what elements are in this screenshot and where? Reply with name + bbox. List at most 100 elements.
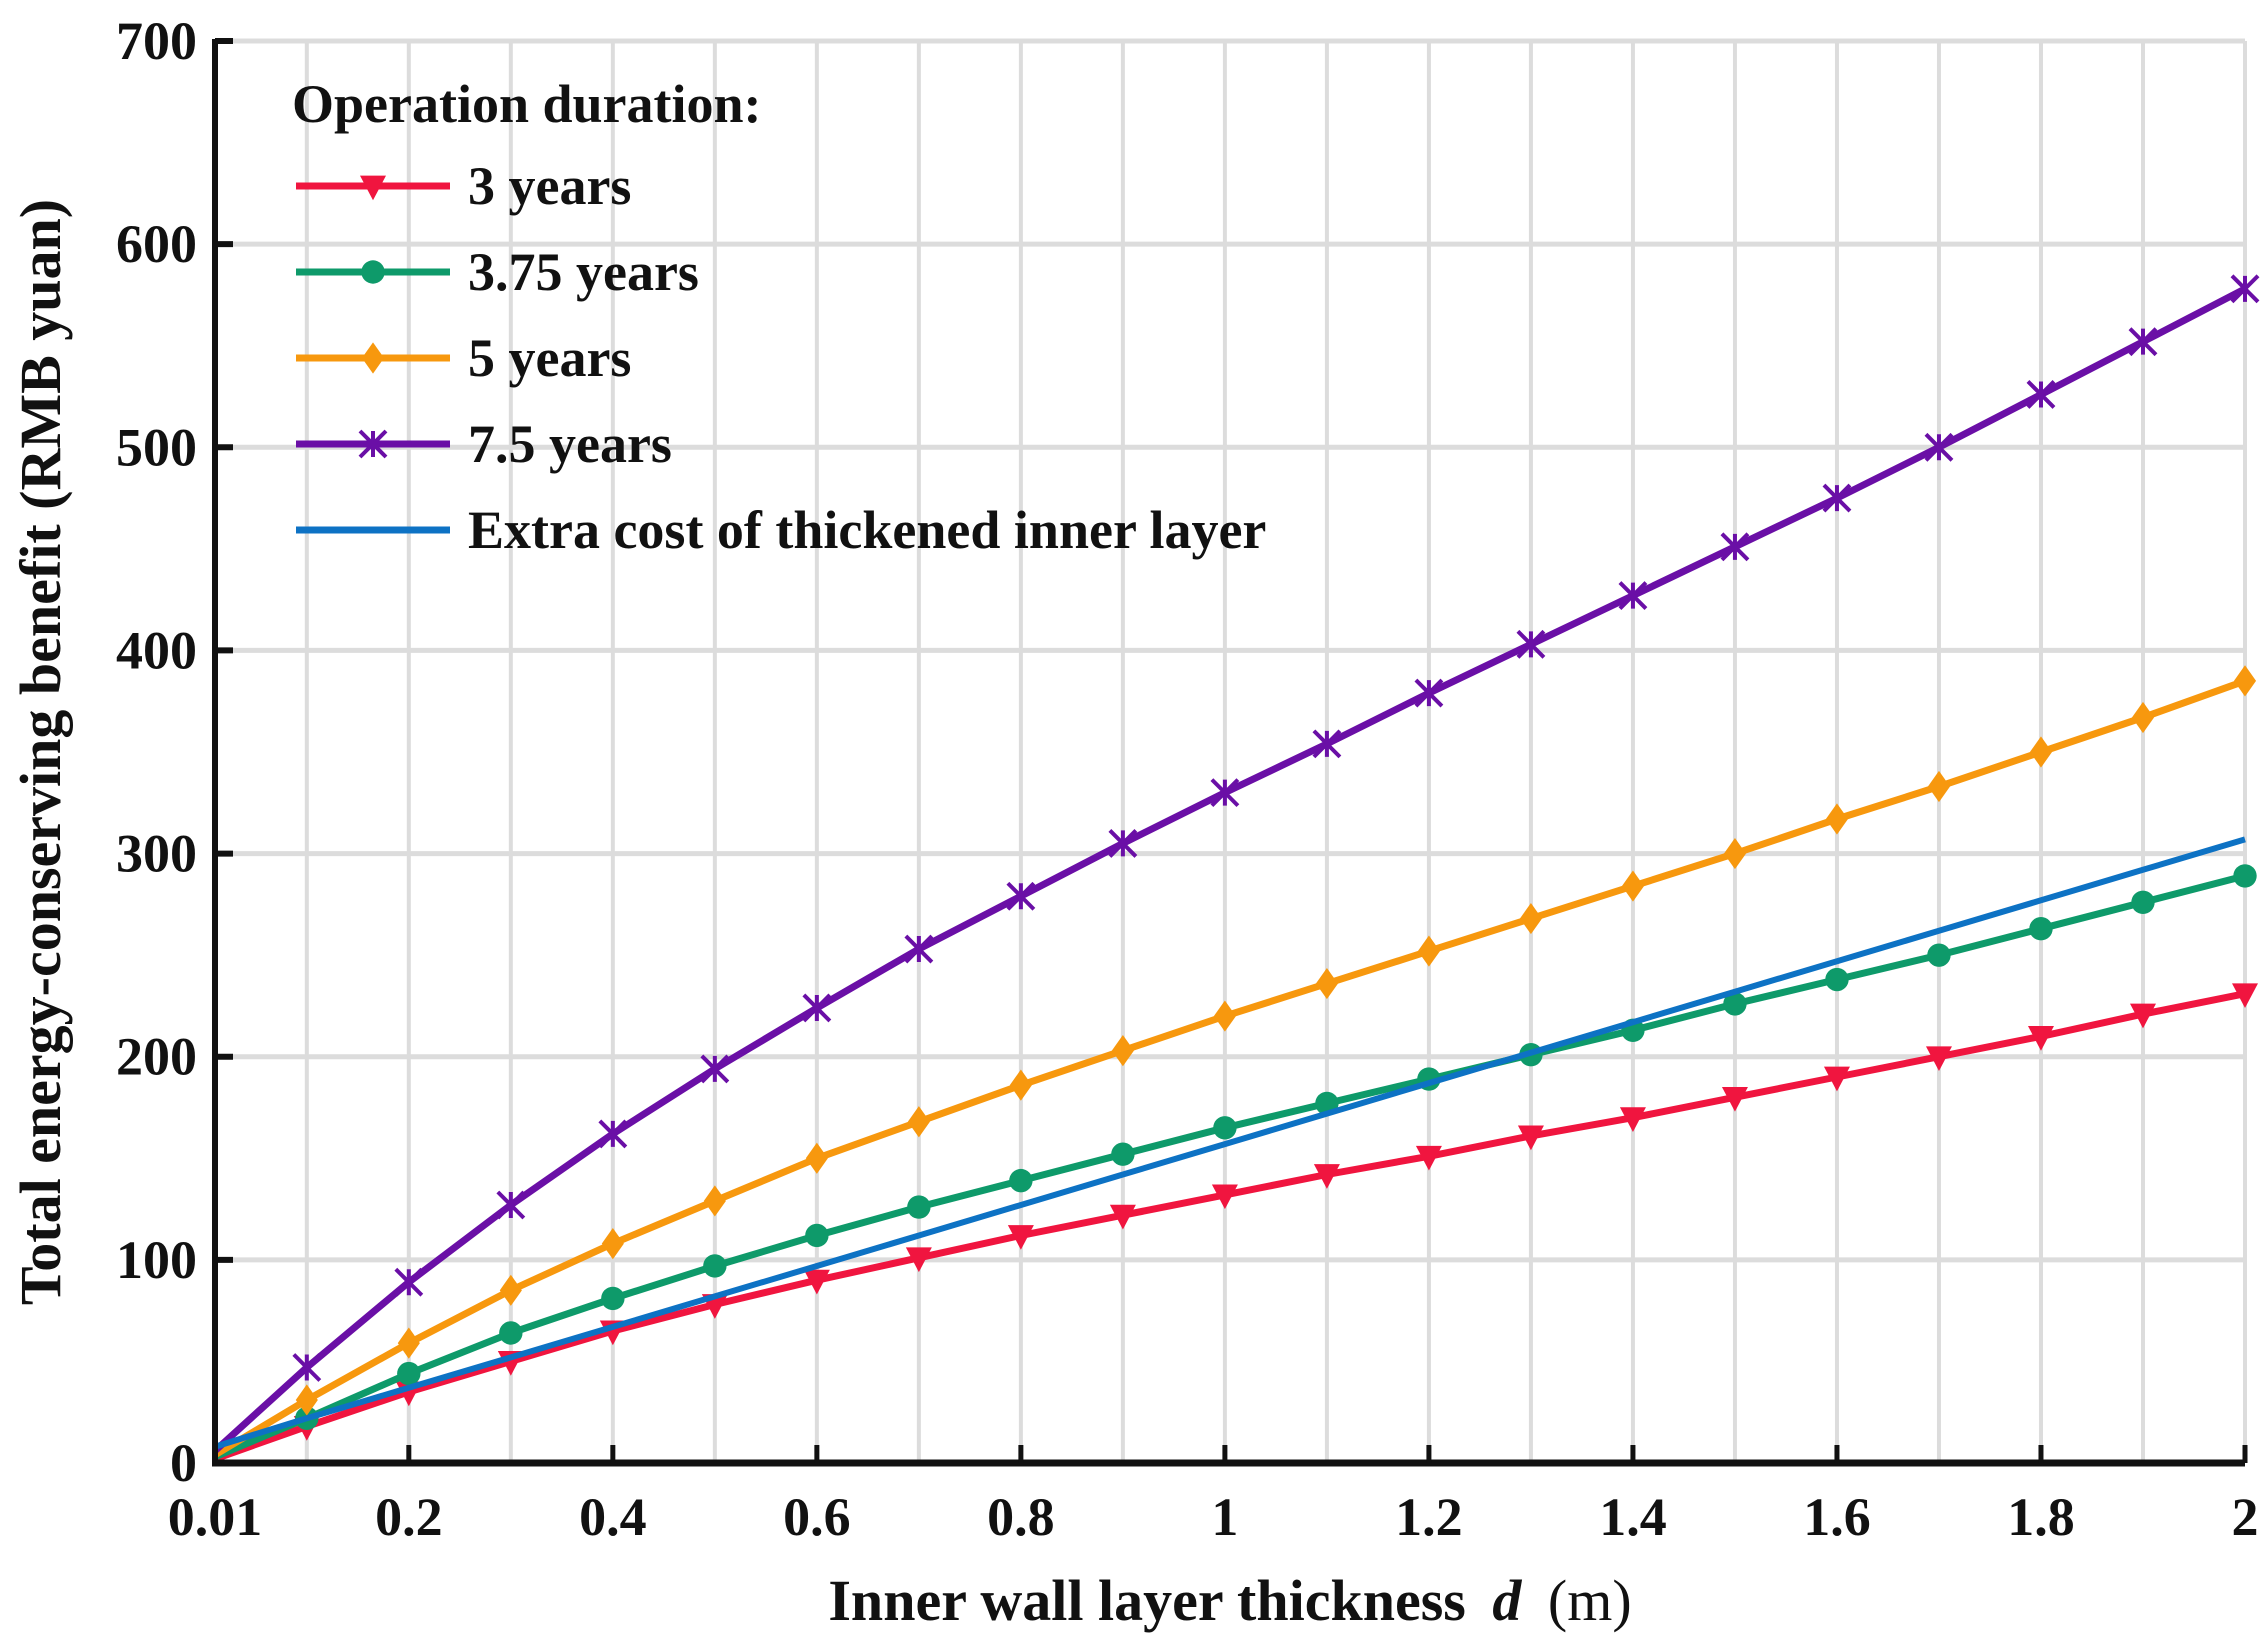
- legend-label: 3.75 years: [468, 242, 699, 302]
- y-tick-label: 500: [116, 417, 197, 477]
- marker-x: [1822, 483, 1852, 513]
- marker-diamond: [2029, 736, 2053, 768]
- series-5-years: [213, 665, 2257, 1458]
- marker-triangle-down: [2027, 1026, 2054, 1051]
- tick-labels: 0 100 200 300 400 500 600 700 0.01 0.2 0.4 0.6 0.8 1 1…: [116, 11, 2259, 1547]
- marker-diamond: [295, 1384, 318, 1416]
- marker-x: [598, 1119, 628, 1149]
- marker-x: [1210, 778, 1240, 808]
- y-tick-label: 0: [170, 1433, 197, 1493]
- marker-diamond: [1519, 902, 1542, 935]
- legend-title: Operation duration:: [292, 74, 762, 134]
- marker-circle: [2131, 890, 2155, 915]
- marker-circle: [703, 1254, 727, 1278]
- marker-triangle-down: [1109, 1204, 1136, 1230]
- marker-diamond: [1111, 1035, 1134, 1067]
- marker-circle: [1213, 1116, 1237, 1140]
- marker-triangle-down: [2129, 1003, 2156, 1029]
- marker-x: [904, 934, 934, 964]
- marker-diamond: [1927, 770, 1951, 803]
- x-tick-label: 1.2: [1395, 1487, 1463, 1547]
- x-axis-label-variable: d: [1492, 1568, 1522, 1633]
- marker-x: [1414, 678, 1444, 708]
- marker-x: [1006, 881, 1036, 911]
- marker-circle: [361, 260, 385, 284]
- marker-circle: [601, 1286, 625, 1311]
- marker-diamond: [1009, 1069, 1032, 1101]
- marker-circle: [397, 1361, 421, 1386]
- series-group: [212, 274, 2260, 1463]
- marker-triangle-down: [1211, 1184, 1238, 1210]
- marker-diamond: [907, 1106, 930, 1138]
- marker-diamond: [1825, 803, 1849, 835]
- marker-triangle-down: [1925, 1046, 1952, 1072]
- marker-x: [358, 429, 388, 459]
- series-line: [214, 836, 2246, 1450]
- y-tick-label: 600: [116, 214, 197, 274]
- marker-x: [496, 1190, 526, 1220]
- x-tick-label: 2: [2232, 1487, 2259, 1547]
- series-7-5-years: [212, 274, 2260, 1454]
- marker-diamond: [703, 1185, 726, 1217]
- marker-x: [2128, 327, 2158, 357]
- marker-x: [394, 1267, 424, 1297]
- legend-label: 5 years: [468, 328, 631, 388]
- marker-x: [1516, 629, 1546, 659]
- y-tick-label: 300: [116, 824, 197, 884]
- marker-triangle-down: [360, 175, 386, 201]
- legend-label: 7.5 years: [468, 414, 672, 474]
- x-axis-label: Inner wall layer thickness d (m): [828, 1568, 1631, 1633]
- marker-circle: [1927, 943, 1951, 967]
- x-axis-label-text: Inner wall layer thickness: [828, 1568, 1466, 1633]
- marker-diamond: [805, 1142, 828, 1174]
- marker-circle: [805, 1223, 829, 1248]
- marker-circle: [2233, 864, 2257, 888]
- marker-diamond: [397, 1327, 420, 1359]
- axes: [212, 38, 2248, 1467]
- marker-triangle-down: [1415, 1145, 1442, 1171]
- marker-triangle-down: [2232, 983, 2258, 1009]
- y-tick-label: 400: [116, 620, 197, 680]
- marker-x: [1312, 729, 1342, 759]
- marker-x: [802, 993, 832, 1023]
- legend-label: Extra cost of thickened inner layer: [468, 500, 1266, 560]
- x-tick-label: 0.6: [783, 1487, 851, 1547]
- x-tick-label: 1.4: [1599, 1487, 1667, 1547]
- x-tick-label: 0.8: [987, 1487, 1055, 1547]
- marker-triangle-down: [1823, 1066, 1850, 1092]
- marker-circle: [1009, 1168, 1033, 1193]
- marker-x: [292, 1353, 322, 1382]
- x-tick-label: 0.2: [375, 1487, 443, 1547]
- x-axis-label-unit: (m): [1548, 1568, 1632, 1633]
- y-tick-label: 700: [116, 11, 197, 71]
- marker-circle: [1111, 1142, 1135, 1166]
- marker-x: [2026, 380, 2056, 409]
- marker-diamond: [499, 1274, 522, 1306]
- x-tick-label: 0.01: [168, 1487, 263, 1547]
- marker-diamond: [361, 342, 385, 374]
- x-tick-label: 1.8: [2007, 1487, 2075, 1547]
- y-tick-label: 200: [116, 1027, 197, 1087]
- marker-diamond: [601, 1228, 624, 1260]
- marker-circle: [499, 1321, 523, 1345]
- y-tick-label: 100: [116, 1230, 197, 1290]
- y-axis-label: Total energy-conserving benefit (RMB yua…: [8, 199, 73, 1305]
- marker-diamond: [1417, 935, 1440, 967]
- marker-x: [2230, 274, 2260, 304]
- marker-triangle-down: [1721, 1086, 1748, 1112]
- marker-triangle-down: [1517, 1125, 1544, 1151]
- marker-triangle-down: [803, 1269, 830, 1295]
- marker-diamond: [1213, 1000, 1236, 1032]
- series-3-75-years: [213, 864, 2257, 1461]
- marker-circle: [907, 1195, 931, 1219]
- legend-label: 3 years: [468, 156, 631, 216]
- x-tick-label: 0.4: [579, 1487, 647, 1547]
- marker-circle: [2029, 917, 2053, 941]
- marker-triangle-down: [1313, 1164, 1340, 1189]
- marker-circle: [1723, 992, 1747, 1016]
- marker-triangle-down: [1007, 1225, 1034, 1250]
- x-tick-label: 1: [1211, 1487, 1238, 1547]
- marker-diamond: [1723, 837, 1746, 870]
- marker-diamond: [1621, 870, 1644, 902]
